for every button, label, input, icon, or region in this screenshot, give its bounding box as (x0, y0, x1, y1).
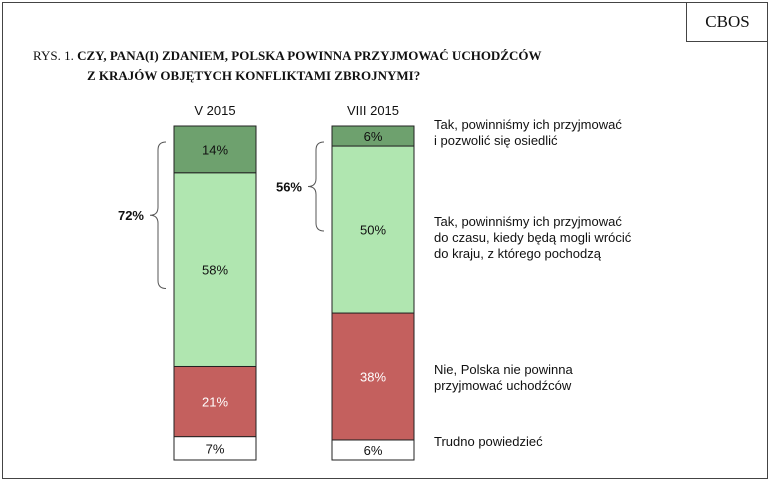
figure-question-line1: CZY, PANA(I) ZDANIEM, POLSKA POWINNA PRZ… (77, 48, 542, 63)
category-label: VIII 2015 (347, 103, 399, 118)
total-label: 72% (118, 208, 144, 223)
figure-prefix: RYS. 1. (33, 48, 74, 63)
bar-segment (173, 365, 257, 438)
legend-label: i pozwolić się osiedlić (434, 133, 558, 148)
source-badge: CBOS (686, 2, 768, 42)
data-label: 6% (364, 129, 383, 144)
chart-frame (2, 2, 768, 479)
data-label: 38% (360, 370, 386, 385)
bar-segment (331, 125, 415, 147)
legend-label: Tak, powinniśmy ich przyjmować (434, 117, 622, 132)
figure-title-line1: RYS. 1. CZY, PANA(I) ZDANIEM, POLSKA POW… (33, 48, 542, 64)
category-label: V 2015 (194, 103, 235, 118)
data-label: 50% (360, 223, 386, 238)
legend-label: do kraju, z którego pochodzą (434, 246, 602, 261)
legend-label: do czasu, kiedy będą mogli wrócić (434, 230, 632, 245)
figure-title-line2: Z KRAJÓW OBJĘTYCH KONFLIKTAMI ZBROJNYMI? (87, 68, 420, 84)
legend-label: Nie, Polska nie powinna (434, 362, 574, 377)
data-label: 58% (202, 263, 228, 278)
total-brace (307, 141, 325, 232)
bar-segment (173, 125, 257, 174)
legend-label: przyjmować uchodźców (434, 378, 572, 393)
legend-label: Trudno powiedzieć (434, 434, 543, 449)
figure-question-line2: Z KRAJÓW OBJĘTYCH KONFLIKTAMI ZBROJNYMI? (87, 68, 421, 83)
total-brace (149, 141, 167, 289)
total-label: 56% (276, 180, 302, 195)
legend-label: Tak, powinniśmy ich przyjmować (434, 214, 622, 229)
data-label: 7% (206, 441, 225, 456)
bar-segment (331, 312, 415, 441)
data-label: 6% (364, 443, 383, 458)
data-label: 21% (202, 395, 228, 410)
data-label: 14% (202, 142, 228, 157)
bar-segment (331, 145, 415, 314)
bar-segment (173, 172, 257, 367)
